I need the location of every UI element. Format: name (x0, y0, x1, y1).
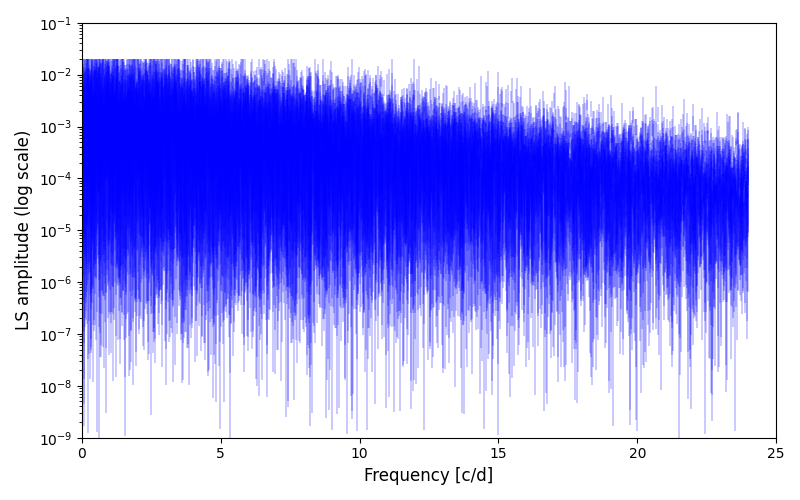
Y-axis label: LS amplitude (log scale): LS amplitude (log scale) (15, 130, 33, 330)
X-axis label: Frequency [c/d]: Frequency [c/d] (364, 467, 494, 485)
